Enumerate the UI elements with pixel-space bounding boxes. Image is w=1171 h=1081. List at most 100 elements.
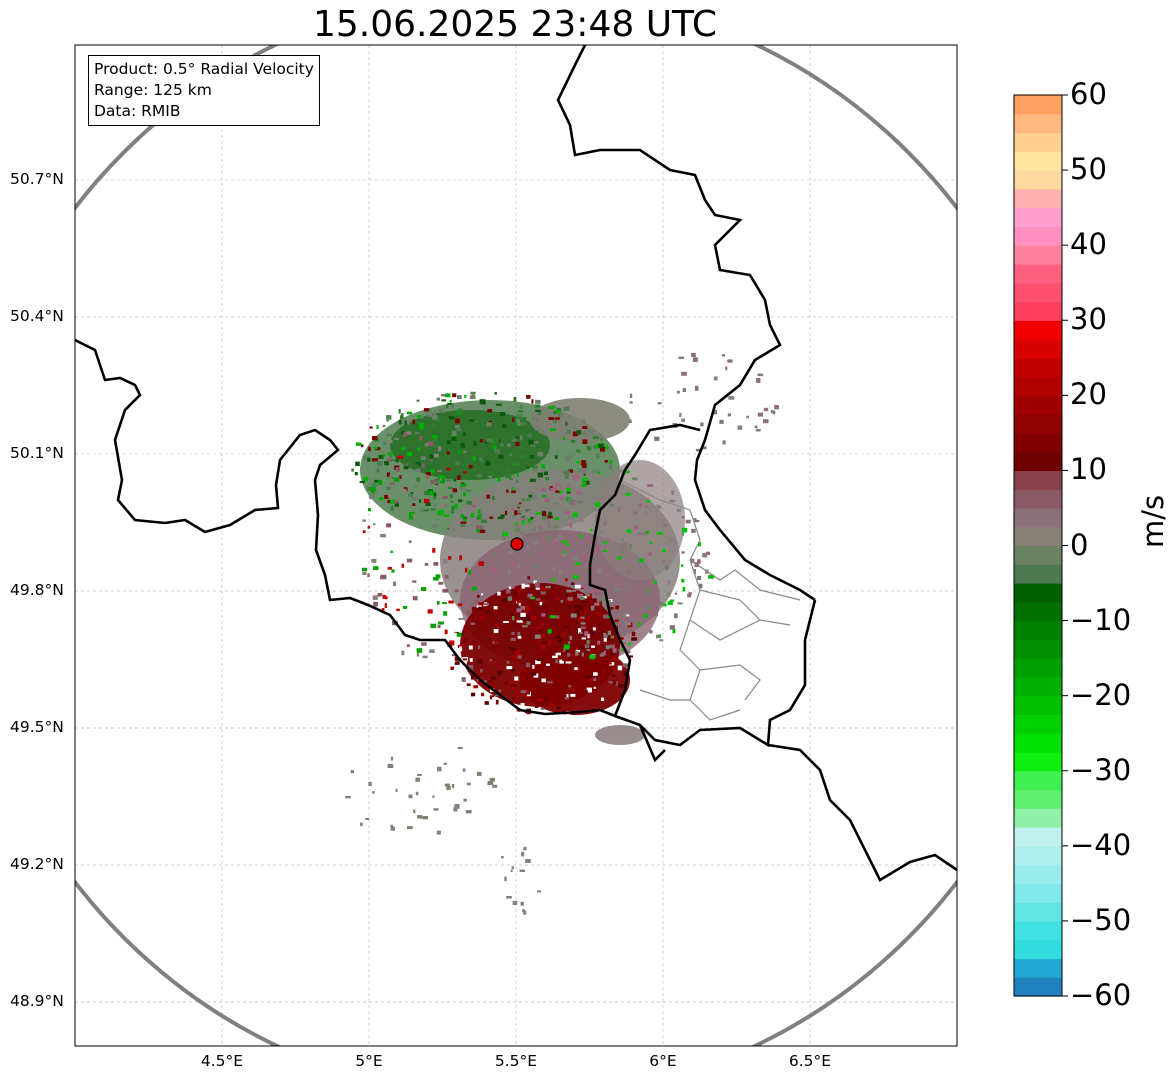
- colorbar-tick-label: 50: [1070, 152, 1107, 187]
- echo-pixel: [746, 415, 749, 419]
- echo-pixel: [498, 689, 502, 692]
- colorbar-segment: [1014, 827, 1062, 847]
- echo-pixel: [450, 666, 454, 670]
- echo-pixel: [574, 594, 577, 597]
- colorbar-segment: [1014, 845, 1062, 866]
- echo-pixel: [439, 503, 444, 507]
- echo-pixel: [592, 436, 599, 439]
- echo-pixel: [433, 492, 437, 497]
- echo-pixel: [698, 583, 703, 589]
- echo-pixel: [445, 478, 452, 482]
- echo-pixel: [594, 627, 598, 631]
- echo-pixel: [545, 536, 552, 540]
- echo-pixel: [433, 438, 438, 442]
- echo-pixel: [549, 405, 552, 409]
- echo-pixel: [594, 602, 600, 606]
- echo-pixel: [582, 478, 586, 484]
- echo-pixel: [628, 655, 633, 658]
- echo-pixel: [458, 499, 463, 503]
- echo-pixel: [511, 686, 516, 691]
- echo-pixel: [465, 630, 470, 633]
- echo-pixel: [479, 439, 483, 443]
- echo-pixel: [601, 597, 606, 602]
- echo-pixel: [350, 770, 354, 774]
- echo-pixel: [695, 448, 701, 452]
- echo-pixel: [574, 470, 581, 473]
- echo-pixel: [568, 606, 572, 610]
- echo-pixel: [774, 405, 779, 410]
- echo-pixel: [521, 852, 525, 857]
- echo-pixel: [607, 548, 613, 552]
- echo-pixel: [454, 632, 458, 636]
- echo-pixel: [459, 555, 462, 561]
- echo-pixel: [457, 408, 463, 414]
- echo-pixel: [517, 655, 522, 659]
- echo-pixel: [531, 416, 538, 422]
- echo-pixel: [570, 619, 574, 624]
- echo-pixel: [460, 523, 466, 527]
- echo-pixel: [430, 424, 436, 427]
- echo-pixel: [489, 777, 495, 782]
- echo-pixel: [586, 446, 591, 451]
- echo-pixel: [446, 467, 451, 471]
- echo-pixel: [602, 541, 608, 544]
- echo-pixel: [542, 584, 546, 589]
- echo-pixel: [523, 910, 527, 915]
- echo-pixel: [403, 465, 409, 470]
- echo-pixel: [691, 558, 695, 564]
- echo-pixel: [577, 543, 583, 547]
- echo-pixel: [531, 399, 534, 404]
- echo-pixel: [618, 684, 624, 688]
- echo-pixel: [586, 570, 592, 576]
- echo-pixel: [455, 425, 460, 429]
- echo-pixel: [708, 574, 715, 579]
- echo-pixel: [570, 693, 576, 697]
- echo-pixel: [537, 412, 542, 416]
- echo-pixel: [580, 653, 584, 656]
- echo-pixel: [516, 419, 521, 424]
- echo-pixel: [547, 515, 553, 519]
- colorbar-segment: [1014, 395, 1062, 415]
- echo-pixel: [486, 422, 492, 427]
- echo-pixel: [595, 502, 601, 507]
- echo-pixel: [451, 509, 454, 514]
- colorbar-segment: [1014, 920, 1062, 941]
- echo-pixel: [392, 581, 397, 587]
- echo-pixel: [583, 472, 586, 476]
- echo-pixel: [691, 352, 696, 357]
- echo-pixel: [525, 859, 531, 863]
- echo-pixel: [517, 506, 520, 509]
- echo-pixel: [485, 610, 491, 614]
- echo-pixel: [373, 601, 378, 607]
- echo-pixel: [345, 795, 351, 799]
- echo-pixel: [678, 356, 684, 359]
- echo-pixel: [622, 663, 629, 668]
- echo-pixel: [557, 652, 561, 656]
- echo-pixel: [492, 495, 495, 501]
- echo-pixel: [448, 556, 452, 560]
- colorbar-segment: [1014, 939, 1062, 960]
- echo-pixel: [624, 470, 630, 474]
- colorbar-segment: [1014, 95, 1062, 115]
- colorbar-segment: [1014, 245, 1062, 265]
- echo-pixel: [527, 518, 531, 524]
- echo-pixel: [506, 443, 511, 447]
- echo-pixel: [490, 460, 494, 463]
- echo-pixel: [459, 628, 462, 631]
- echo-pixel: [516, 620, 523, 623]
- echo-pixel: [772, 411, 776, 415]
- echo-pixel: [462, 674, 467, 680]
- echo-pixel: [427, 609, 433, 614]
- echo-pixel: [380, 533, 386, 538]
- echo-pixel: [367, 525, 370, 529]
- echo-pixel: [362, 567, 368, 572]
- echo-pixel: [607, 630, 611, 635]
- echo-pixel: [442, 588, 449, 593]
- echo-pixel: [477, 594, 480, 598]
- echo-pixel: [432, 415, 438, 420]
- echo-pixel: [479, 457, 483, 462]
- echo-pixel: [491, 568, 496, 573]
- echo-pixel: [537, 485, 542, 488]
- echo-pixel: [584, 659, 589, 664]
